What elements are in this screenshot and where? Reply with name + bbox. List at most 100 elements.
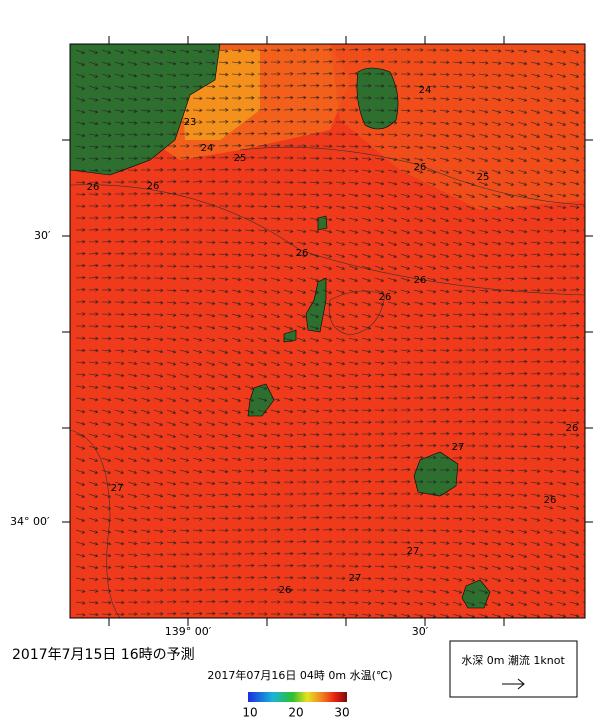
arrow — [153, 61, 164, 66]
arrow — [530, 420, 541, 425]
arrow — [335, 325, 346, 330]
arrow — [140, 385, 151, 390]
arrow — [413, 181, 424, 186]
arrow — [452, 181, 463, 186]
arrow — [244, 216, 255, 221]
arrow — [426, 48, 437, 52]
arrow — [231, 96, 242, 100]
arrow — [478, 371, 489, 376]
arrow — [166, 73, 177, 78]
arrow — [127, 97, 138, 102]
arrow — [114, 529, 125, 534]
arrow — [556, 121, 567, 126]
arrow — [582, 373, 585, 375]
contour-label: 26 — [566, 423, 579, 434]
arrow — [387, 289, 398, 294]
arrow — [231, 253, 242, 257]
arrow — [101, 192, 112, 196]
arrow — [218, 228, 229, 233]
arrow — [75, 228, 86, 232]
arrow — [426, 193, 437, 198]
arrow — [192, 144, 203, 148]
arrow — [75, 73, 86, 78]
arrow — [283, 515, 294, 520]
arrow — [88, 168, 99, 173]
arrow — [413, 372, 424, 377]
arrow — [582, 589, 585, 591]
arrow — [465, 48, 476, 53]
arrow — [569, 493, 580, 498]
arrow — [140, 600, 151, 604]
arrow — [504, 336, 515, 340]
arrow — [387, 432, 398, 436]
arrow — [413, 217, 424, 222]
arrow — [179, 529, 190, 533]
arrow — [205, 361, 216, 366]
arrow — [426, 97, 437, 101]
arrow — [127, 49, 138, 54]
arrow — [478, 277, 489, 281]
arrow — [452, 313, 463, 317]
arrow — [101, 433, 112, 438]
arrow — [556, 169, 567, 174]
arrow — [517, 541, 528, 546]
arrow — [387, 313, 398, 318]
arrow — [374, 467, 385, 472]
arrow — [296, 515, 307, 520]
arrow — [140, 397, 151, 402]
arrow — [491, 359, 502, 364]
arrow — [166, 421, 177, 426]
arrow — [205, 373, 216, 378]
arrow — [517, 335, 528, 340]
arrow — [465, 253, 476, 258]
arrow — [374, 396, 385, 401]
arrow — [309, 397, 320, 402]
arrow — [439, 372, 450, 376]
arrow — [322, 576, 333, 580]
arrow — [478, 541, 489, 546]
arrow — [153, 541, 164, 545]
arrow — [387, 84, 398, 88]
arrow — [127, 481, 138, 486]
arrow — [439, 193, 450, 198]
arrow — [283, 217, 294, 221]
arrow — [244, 373, 255, 378]
arrow — [218, 421, 229, 426]
arrow — [426, 553, 437, 557]
arrow — [348, 467, 359, 472]
arrow — [88, 336, 99, 341]
arrow — [231, 301, 242, 306]
arrow — [400, 492, 411, 496]
arrow — [426, 431, 437, 436]
arrow — [296, 349, 307, 354]
arrow — [556, 97, 567, 102]
arrow — [582, 553, 585, 556]
arrow — [517, 145, 528, 150]
arrow — [556, 323, 567, 328]
arrow — [335, 59, 346, 64]
arrow — [218, 277, 229, 281]
arrow — [530, 253, 541, 257]
arrow — [530, 133, 541, 138]
arrow — [283, 192, 294, 197]
arrow — [491, 193, 502, 198]
arrow — [517, 408, 528, 412]
arrow — [504, 73, 515, 78]
arrow — [426, 419, 437, 424]
arrow — [413, 313, 424, 318]
arrow — [426, 396, 437, 400]
arrow — [413, 516, 424, 521]
arrow — [205, 325, 216, 330]
arrow — [335, 613, 346, 617]
arrow — [166, 156, 177, 160]
arrow — [465, 217, 476, 222]
arrow — [153, 445, 164, 450]
arrow — [322, 385, 333, 390]
arrow — [205, 313, 216, 318]
arrow — [361, 467, 372, 472]
arrow — [179, 132, 190, 136]
arrow — [530, 61, 541, 66]
arrow — [387, 217, 398, 222]
arrow — [218, 72, 229, 77]
arrow — [231, 84, 242, 88]
